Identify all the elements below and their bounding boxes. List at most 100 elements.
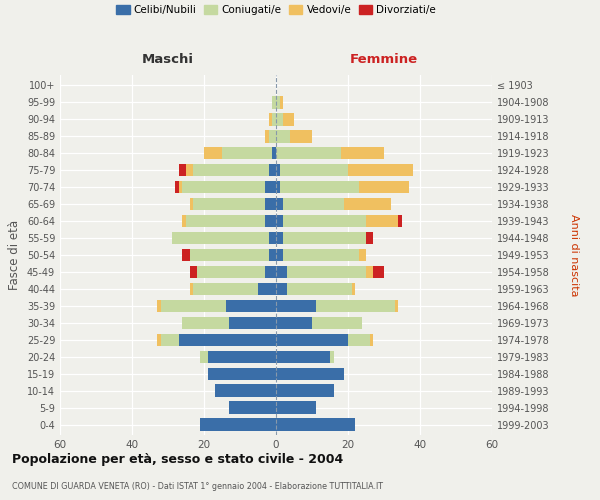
- Bar: [276, 368, 344, 380]
- Bar: [269, 130, 276, 142]
- Bar: [276, 180, 280, 194]
- Bar: [208, 368, 276, 380]
- Bar: [265, 266, 276, 278]
- Bar: [190, 198, 193, 210]
- Bar: [265, 130, 269, 142]
- Bar: [287, 266, 366, 278]
- Bar: [283, 248, 359, 262]
- Bar: [269, 232, 276, 244]
- Bar: [312, 316, 362, 330]
- Bar: [280, 180, 359, 194]
- Bar: [283, 198, 344, 210]
- Bar: [283, 232, 366, 244]
- Text: COMUNE DI GUARDA VENETA (RO) - Dati ISTAT 1° gennaio 2004 - Elaborazione TUTTITA: COMUNE DI GUARDA VENETA (RO) - Dati ISTA…: [12, 482, 383, 491]
- Bar: [287, 282, 352, 296]
- Bar: [359, 180, 409, 194]
- Bar: [179, 334, 276, 346]
- Bar: [272, 96, 276, 108]
- Bar: [222, 146, 272, 160]
- Bar: [395, 300, 398, 312]
- Bar: [276, 113, 283, 126]
- Bar: [366, 214, 398, 228]
- Text: Maschi: Maschi: [142, 52, 194, 66]
- Bar: [276, 334, 348, 346]
- Bar: [182, 180, 265, 194]
- Bar: [370, 334, 373, 346]
- Bar: [193, 164, 269, 176]
- Bar: [229, 402, 276, 414]
- Bar: [186, 214, 265, 228]
- Bar: [352, 282, 355, 296]
- Bar: [276, 300, 316, 312]
- Bar: [269, 248, 276, 262]
- Bar: [276, 214, 283, 228]
- Bar: [341, 146, 384, 160]
- Bar: [175, 180, 179, 194]
- Bar: [276, 130, 290, 142]
- Bar: [283, 113, 294, 126]
- Bar: [190, 282, 193, 296]
- Bar: [344, 198, 391, 210]
- Bar: [276, 402, 316, 414]
- Bar: [269, 113, 272, 126]
- Bar: [359, 248, 366, 262]
- Bar: [373, 266, 384, 278]
- Bar: [229, 316, 276, 330]
- Bar: [182, 248, 190, 262]
- Bar: [272, 146, 276, 160]
- Bar: [276, 198, 283, 210]
- Bar: [161, 300, 226, 312]
- Bar: [330, 350, 334, 364]
- Y-axis label: Anni di nascita: Anni di nascita: [569, 214, 579, 296]
- Text: Femmine: Femmine: [350, 52, 418, 66]
- Bar: [193, 198, 265, 210]
- Bar: [197, 266, 265, 278]
- Bar: [276, 96, 280, 108]
- Bar: [258, 282, 276, 296]
- Bar: [276, 164, 280, 176]
- Bar: [398, 214, 402, 228]
- Bar: [276, 248, 283, 262]
- Bar: [190, 266, 197, 278]
- Bar: [208, 350, 276, 364]
- Bar: [280, 96, 283, 108]
- Bar: [193, 282, 258, 296]
- Bar: [215, 384, 276, 397]
- Bar: [182, 214, 186, 228]
- Bar: [276, 350, 330, 364]
- Bar: [157, 334, 161, 346]
- Bar: [269, 164, 276, 176]
- Bar: [190, 248, 269, 262]
- Text: Popolazione per età, sesso e stato civile - 2004: Popolazione per età, sesso e stato civil…: [12, 452, 343, 466]
- Bar: [226, 300, 276, 312]
- Bar: [276, 418, 355, 431]
- Bar: [316, 300, 395, 312]
- Bar: [276, 146, 341, 160]
- Bar: [276, 384, 334, 397]
- Bar: [179, 164, 186, 176]
- Bar: [348, 164, 413, 176]
- Bar: [265, 198, 276, 210]
- Bar: [366, 232, 373, 244]
- Bar: [276, 282, 287, 296]
- Bar: [290, 130, 312, 142]
- Bar: [265, 180, 276, 194]
- Bar: [161, 334, 179, 346]
- Bar: [157, 300, 161, 312]
- Bar: [200, 418, 276, 431]
- Bar: [272, 113, 276, 126]
- Bar: [276, 266, 287, 278]
- Bar: [348, 334, 370, 346]
- Bar: [186, 164, 193, 176]
- Bar: [179, 180, 182, 194]
- Bar: [172, 232, 269, 244]
- Bar: [276, 316, 312, 330]
- Bar: [204, 146, 222, 160]
- Bar: [283, 214, 366, 228]
- Bar: [276, 232, 283, 244]
- Bar: [280, 164, 348, 176]
- Bar: [182, 316, 229, 330]
- Bar: [366, 266, 373, 278]
- Y-axis label: Fasce di età: Fasce di età: [8, 220, 21, 290]
- Bar: [265, 214, 276, 228]
